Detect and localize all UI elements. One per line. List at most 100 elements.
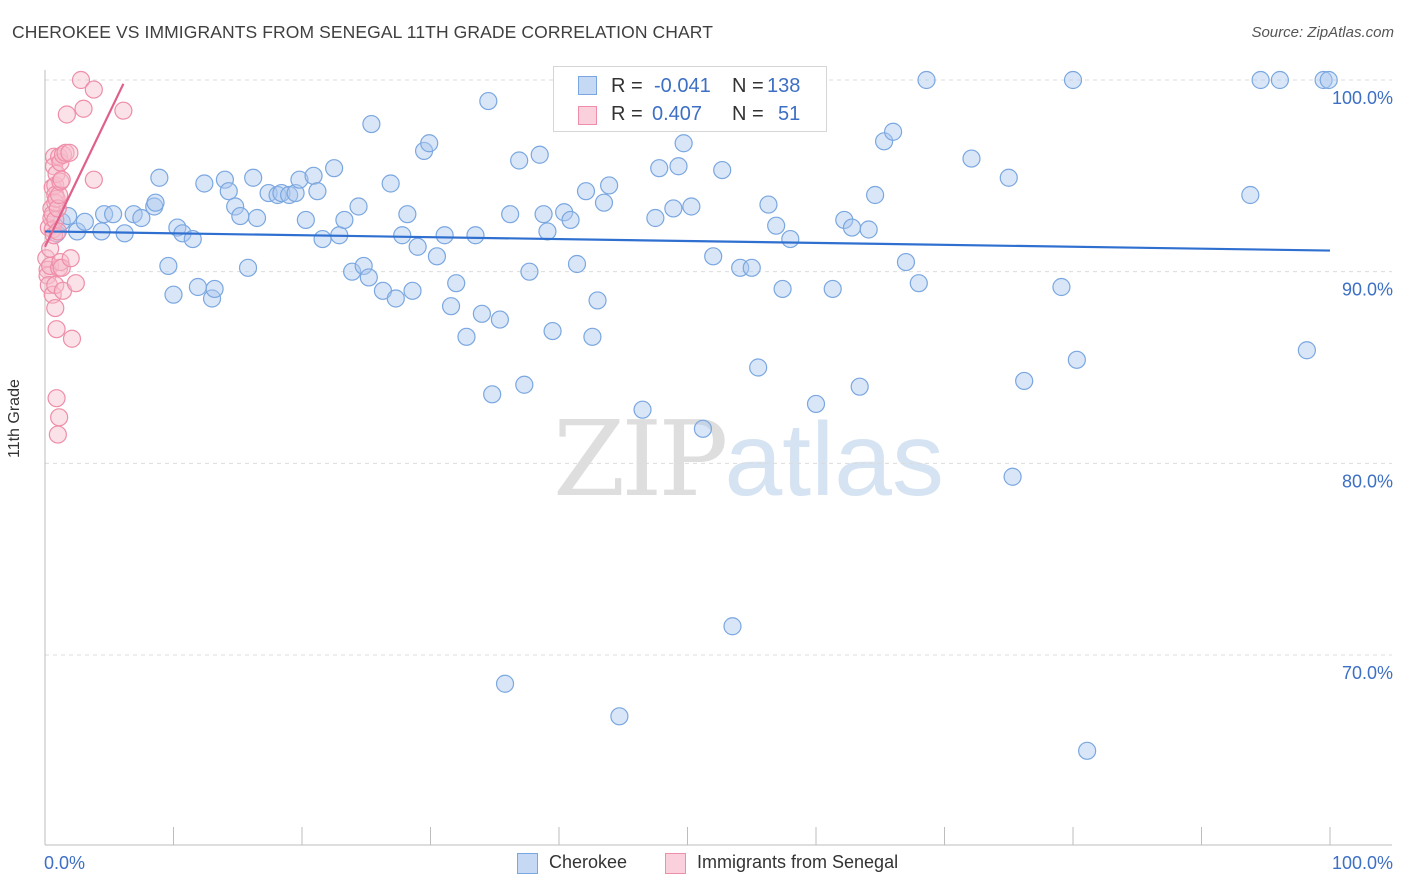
cherokee-r-value: -0.041 bbox=[654, 75, 711, 97]
cherokee-point bbox=[188, 277, 208, 297]
cherokee-point bbox=[674, 134, 693, 153]
cherokee-point bbox=[999, 168, 1018, 187]
cherokee-point bbox=[354, 256, 373, 276]
senegal-r-value: 0.407 bbox=[652, 103, 703, 125]
cherokee-point bbox=[650, 159, 669, 178]
cherokee-point bbox=[408, 237, 427, 256]
cherokee-point bbox=[543, 321, 562, 341]
cherokee-point bbox=[896, 252, 916, 272]
series-senegal bbox=[37, 70, 133, 444]
stats-row-senegal: R = 0.407 N = 51 bbox=[554, 99, 826, 131]
senegal-point bbox=[62, 329, 82, 348]
axes bbox=[44, 70, 1392, 846]
y-axis-label: 11th Grade bbox=[6, 379, 23, 458]
cherokee-point bbox=[335, 210, 354, 230]
cherokee-point bbox=[723, 617, 742, 636]
senegal-point bbox=[46, 298, 65, 318]
cherokee-n-label: N = bbox=[732, 75, 764, 97]
cherokee-point bbox=[1251, 70, 1270, 90]
cherokee-point bbox=[594, 193, 614, 212]
chart-title: CHEROKEE VS IMMIGRANTS FROM SENEGAL 11TH… bbox=[12, 22, 713, 42]
cherokee-point bbox=[349, 197, 368, 216]
senegal-point bbox=[53, 145, 73, 164]
cherokee-point bbox=[917, 70, 936, 90]
cherokee-point bbox=[420, 134, 439, 153]
cherokee-point bbox=[296, 210, 315, 230]
cherokee-point bbox=[1003, 467, 1022, 486]
cherokee-point bbox=[195, 174, 214, 193]
cherokee-point bbox=[447, 274, 466, 293]
cherokee-point bbox=[773, 279, 792, 299]
cherokee-point bbox=[398, 205, 417, 224]
cherokee-point bbox=[386, 289, 405, 308]
y-tick-label: 90.0% bbox=[1342, 280, 1393, 300]
cherokee-point bbox=[159, 256, 178, 276]
senegal-point bbox=[47, 320, 66, 339]
stats-box: R = -0.041 N = 138 R = 0.407 N = 51 bbox=[553, 66, 827, 132]
cherokee-point bbox=[231, 206, 250, 226]
series-cherokee bbox=[47, 70, 1338, 760]
cherokee-point bbox=[823, 279, 842, 299]
cherokee-point bbox=[510, 151, 529, 170]
cherokee-point bbox=[1078, 741, 1097, 760]
cherokee-point bbox=[1052, 277, 1071, 297]
senegal-point bbox=[52, 170, 71, 189]
cherokee-point bbox=[259, 183, 278, 203]
cherokee-point bbox=[490, 310, 509, 329]
cherokee-point bbox=[427, 247, 447, 266]
legend-item-cherokee: Cherokee bbox=[517, 850, 657, 878]
senegal-point bbox=[74, 99, 93, 118]
cherokee-trend-line bbox=[44, 230, 1331, 252]
cherokee-point bbox=[759, 195, 778, 214]
legend-cherokee-label: Cherokee bbox=[549, 852, 628, 872]
senegal-n-value: 51 bbox=[778, 103, 801, 125]
cherokee-point bbox=[538, 222, 557, 241]
cherokee-n-value: 138 bbox=[767, 75, 801, 97]
cherokee-point bbox=[164, 285, 183, 304]
cherokee-point bbox=[1297, 341, 1316, 360]
legend-cherokee-swatch bbox=[517, 853, 538, 874]
senegal-point bbox=[84, 80, 103, 99]
cherokee-point bbox=[501, 205, 520, 224]
cherokee-point bbox=[75, 212, 94, 231]
x-tick-label-min: 0.0% bbox=[44, 853, 85, 873]
cherokee-point bbox=[472, 304, 491, 323]
cherokee-point bbox=[146, 193, 165, 212]
senegal-point bbox=[56, 143, 75, 162]
cherokee-point bbox=[669, 157, 688, 176]
cherokee-point bbox=[646, 208, 665, 228]
cherokee-point bbox=[664, 199, 683, 218]
cherokee-point bbox=[583, 327, 602, 346]
cherokee-point bbox=[682, 197, 701, 216]
cherokee-point bbox=[290, 170, 309, 189]
source-label: Source: ZipAtlas.com bbox=[1251, 24, 1394, 41]
cherokee-point bbox=[534, 205, 553, 224]
cherokee-point bbox=[530, 145, 549, 164]
x-tick-label-max: 100.0% bbox=[1332, 853, 1393, 873]
cherokee-point bbox=[1015, 371, 1034, 391]
cherokee-point bbox=[633, 400, 652, 419]
senegal-trend-line bbox=[44, 83, 125, 248]
cherokee-point bbox=[909, 274, 928, 293]
y-tick-label: 100.0% bbox=[1332, 88, 1393, 108]
trend-lines bbox=[44, 83, 1331, 252]
senegal-point bbox=[57, 105, 76, 124]
cherokee-point bbox=[215, 170, 234, 189]
cherokee-point bbox=[362, 114, 381, 134]
cherokee-point bbox=[561, 210, 580, 230]
cherokee-point bbox=[132, 208, 151, 228]
senegal-point bbox=[114, 101, 133, 120]
cherokee-point bbox=[393, 226, 412, 245]
senegal-point bbox=[47, 389, 66, 408]
cherokee-point bbox=[435, 226, 454, 245]
senegal-swatch bbox=[578, 106, 597, 125]
cherokee-point bbox=[1241, 185, 1260, 205]
watermark-atlas: atlas bbox=[724, 402, 945, 518]
cherokee-point bbox=[381, 174, 400, 193]
cherokee-r-label: R = bbox=[611, 75, 643, 97]
cherokee-point bbox=[806, 394, 826, 414]
senegal-point bbox=[61, 249, 80, 268]
cherokee-point bbox=[1319, 70, 1338, 90]
cherokee-point bbox=[247, 208, 267, 228]
